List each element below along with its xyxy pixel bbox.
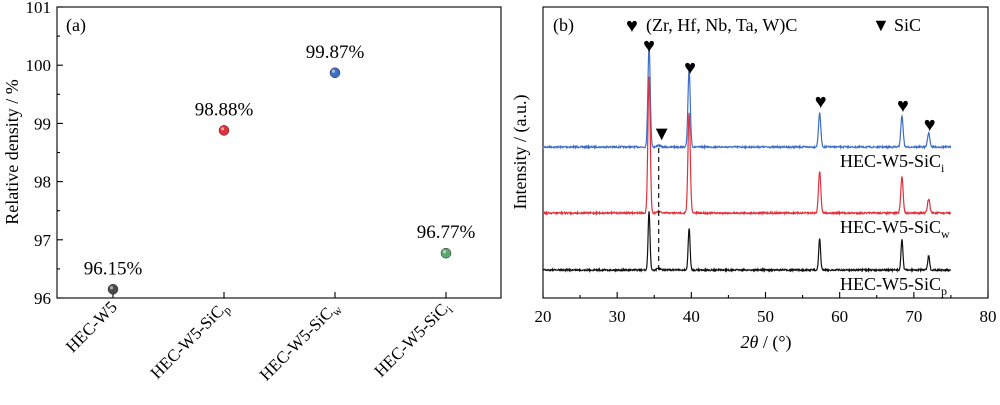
x-tick-label-main: HEC-W5 [62,297,121,356]
x-tick-label: 80 [980,307,997,326]
x-tick-label: 60 [831,307,848,326]
data-point [218,125,230,136]
legend-triangle-icon: ▼ [872,15,890,35]
legend-heart-icon: ♥ [626,15,638,37]
series-label: HEC-W5-SiCi [840,151,945,175]
panel-b-x-axis-label-units: / (°) [758,332,791,353]
peak-heart-icon: ♥ [643,35,655,57]
data-label: 96.15% [84,258,143,279]
peak-heart-icon: ♥ [684,57,696,79]
x-tick-label: HEC-W5-SiCi [371,297,457,383]
series-label-subscript: w [941,227,950,241]
y-tick-label: 100 [26,56,52,75]
x-tick-label: 40 [683,307,700,326]
series-label-main: HEC-W5-SiC [840,217,941,237]
panel-b-legend: ♥ (Zr, Hf, Nb, Ta, W)C ▼ SiC [626,15,921,37]
data-label: 99.87% [306,42,365,63]
data-point [107,284,119,295]
panel-a-label: (a) [66,15,86,36]
y-tick-label: 96 [34,289,51,308]
panel-b: (b) Intensity / (a.u.) 2θ / (°) ♥ (Zr, H… [510,6,997,353]
panel-a-x-ticks: HEC-W5 HEC-W5-SiCp HEC-W5-SiCw HEC-W5-SiCi [62,292,457,386]
panel-b-label: (b) [553,15,574,36]
data-label: 98.88% [195,99,254,120]
peak-triangle-icon: ▼ [652,123,672,145]
y-tick-label: 98 [34,173,51,192]
x-tick-label: HEC-W5-SiCw [256,297,345,386]
peak-heart-icon: ♥ [897,95,909,117]
panel-b-y-axis-label: Intensity / (a.u.) [510,95,531,210]
data-point [329,67,341,79]
panel-b-peak-markers: ♥ ♥ ♥ ♥ ♥ ▼ [643,35,935,145]
series-label-subscript: p [941,284,947,298]
data-label: 96.77% [417,222,476,243]
data-point-highlight [220,127,225,131]
x-tick-label: 50 [757,307,774,326]
x-tick-label-main: HEC-W5-SiC [147,302,228,383]
peak-heart-icon: ♥ [815,91,827,113]
legend-label-sic: SiC [894,15,921,35]
panel-b-x-axis-label-italic: 2θ [740,332,758,352]
y-tick-label: 99 [34,114,51,133]
series-label: HEC-W5-SiCw [840,217,950,241]
panel-b-x-ticks: 20 30 40 50 60 70 80 [535,292,997,326]
panel-b-traces [542,46,952,274]
x-tick-label-main: HEC-W5-SiC [371,300,452,381]
y-tick-label: 97 [34,231,52,250]
y-tick-label: 101 [26,0,52,17]
panel-a-frame [56,6,502,299]
peak-heart-icon: ♥ [924,114,936,136]
x-tick-label: HEC-W5-SiCp [147,297,234,384]
x-tick-label-main: HEC-W5-SiC [256,304,337,385]
x-tick-label: HEC-W5 [62,297,121,356]
x-tick-label: 30 [609,307,626,326]
series-label: HEC-W5-SiCp [840,274,947,298]
x-tick-label: 20 [535,307,552,326]
panel-b-x-axis-label: 2θ / (°) [740,332,791,353]
legend-label-hec: (Zr, Hf, Nb, Ta, W)C [646,15,797,36]
series-line [542,211,951,274]
series-label-main: HEC-W5-SiC [840,151,941,171]
panel-a-points: 96.15% 98.88% 99.87% 96.77% [84,42,476,295]
data-point-highlight [331,69,336,73]
panel-a-y-axis-label: Relative density / % [2,79,22,224]
panel-a: (a) Relative density / % 96979899100101 … [2,0,502,386]
panel-a-y-ticks: 96 97 98 99 100 101 [26,0,63,308]
series-label-main: HEC-W5-SiC [840,274,941,294]
series-label-subscript: i [941,161,945,175]
series-line [542,46,952,151]
data-point-highlight [442,250,447,254]
data-point-highlight [109,286,114,290]
x-tick-label: 70 [905,307,922,326]
series-line [542,76,952,217]
data-point [440,247,452,259]
